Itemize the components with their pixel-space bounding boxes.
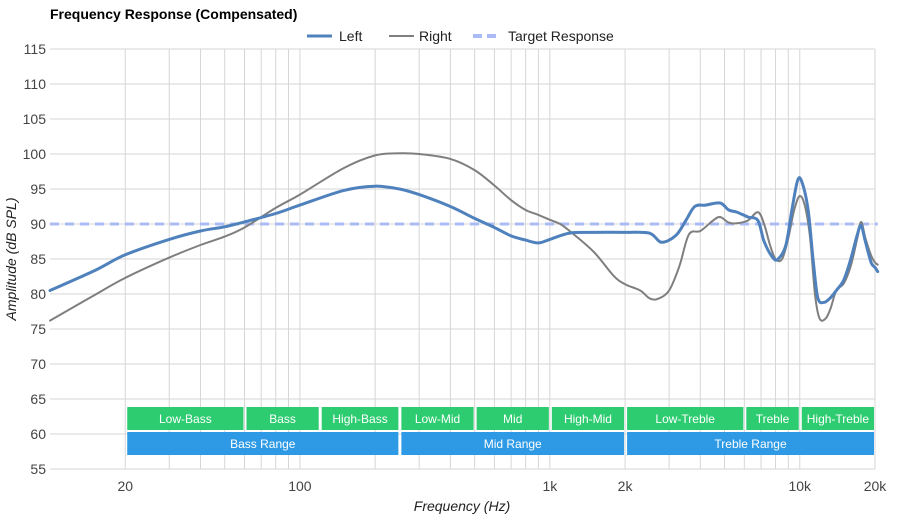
x-axis-title: Frequency (Hz) xyxy=(414,498,510,514)
x-axis-ticks: 20 100 1k 2k 10k 20k xyxy=(117,478,887,494)
legend: Left Right Target Response xyxy=(307,28,614,44)
legend-label-0: Left xyxy=(339,28,362,44)
band-label-4: Mid xyxy=(503,412,522,426)
band-5 xyxy=(551,407,625,430)
series-line-left xyxy=(48,176,880,305)
band-label-1: Bass xyxy=(269,412,296,426)
series-lines xyxy=(48,152,880,322)
band-8 xyxy=(801,407,874,430)
band-label-11: Treble Range xyxy=(714,437,787,451)
band-label-9: Bass Range xyxy=(230,437,296,451)
band-label-10: Mid Range xyxy=(484,437,542,451)
band-11 xyxy=(627,432,874,455)
y-tick-label-1: 60 xyxy=(30,426,46,442)
y-tick-label-11: 110 xyxy=(24,76,47,92)
band-9 xyxy=(127,432,399,455)
band-2 xyxy=(321,407,399,430)
y-tick-label-12: 115 xyxy=(24,41,47,57)
band-7 xyxy=(746,407,799,430)
y-tick-label-8: 95 xyxy=(30,181,46,197)
band-label-6: Low-Treble xyxy=(655,412,715,426)
band-3 xyxy=(401,407,474,430)
y-tick-label-10: 105 xyxy=(23,111,47,127)
y-tick-label-5: 80 xyxy=(30,286,46,302)
y-tick-label-3: 70 xyxy=(30,356,46,372)
band-label-2: High-Bass xyxy=(332,412,387,426)
x-tick-label-0: 20 xyxy=(117,478,133,494)
band-label-0: Low-Bass xyxy=(159,412,212,426)
y-tick-label-2: 65 xyxy=(30,391,46,407)
y-tick-label-4: 75 xyxy=(30,321,46,337)
frequency-bands: Low-Bass Bass High-Bass Low-Mid Mid High-Mid L… xyxy=(127,407,874,455)
band-label-8: High-Treble xyxy=(807,412,870,426)
y-tick-label-9: 100 xyxy=(23,146,47,162)
band-label-3: Low-Mid xyxy=(415,412,460,426)
x-tick-label-5: 20k xyxy=(864,478,888,494)
band-4 xyxy=(476,407,549,430)
chart-title: Frequency Response (Compensated) xyxy=(50,6,298,22)
band-6 xyxy=(627,407,744,430)
band-1 xyxy=(246,407,319,430)
legend-label-1: Right xyxy=(419,28,452,44)
y-tick-label-0: 55 xyxy=(30,461,46,477)
legend-label-2: Target Response xyxy=(508,28,614,44)
grid xyxy=(50,48,876,470)
band-label-5: High-Mid xyxy=(564,412,612,426)
x-tick-label-4: 10k xyxy=(788,478,812,494)
x-tick-label-3: 2k xyxy=(618,478,634,494)
y-tick-label-6: 85 xyxy=(30,251,46,267)
band-10 xyxy=(401,432,625,455)
x-tick-label-1: 100 xyxy=(288,478,312,494)
y-axis-title: Amplitude (dB SPL) xyxy=(3,198,19,322)
y-axis-ticks: 55 60 65 70 75 80 85 90 95 100 105 110 115 xyxy=(23,41,47,477)
band-0 xyxy=(127,407,244,430)
y-tick-label-7: 90 xyxy=(30,216,46,232)
band-label-7: Treble xyxy=(756,412,790,426)
x-tick-label-2: 1k xyxy=(542,478,558,494)
series-line-right xyxy=(49,152,879,322)
